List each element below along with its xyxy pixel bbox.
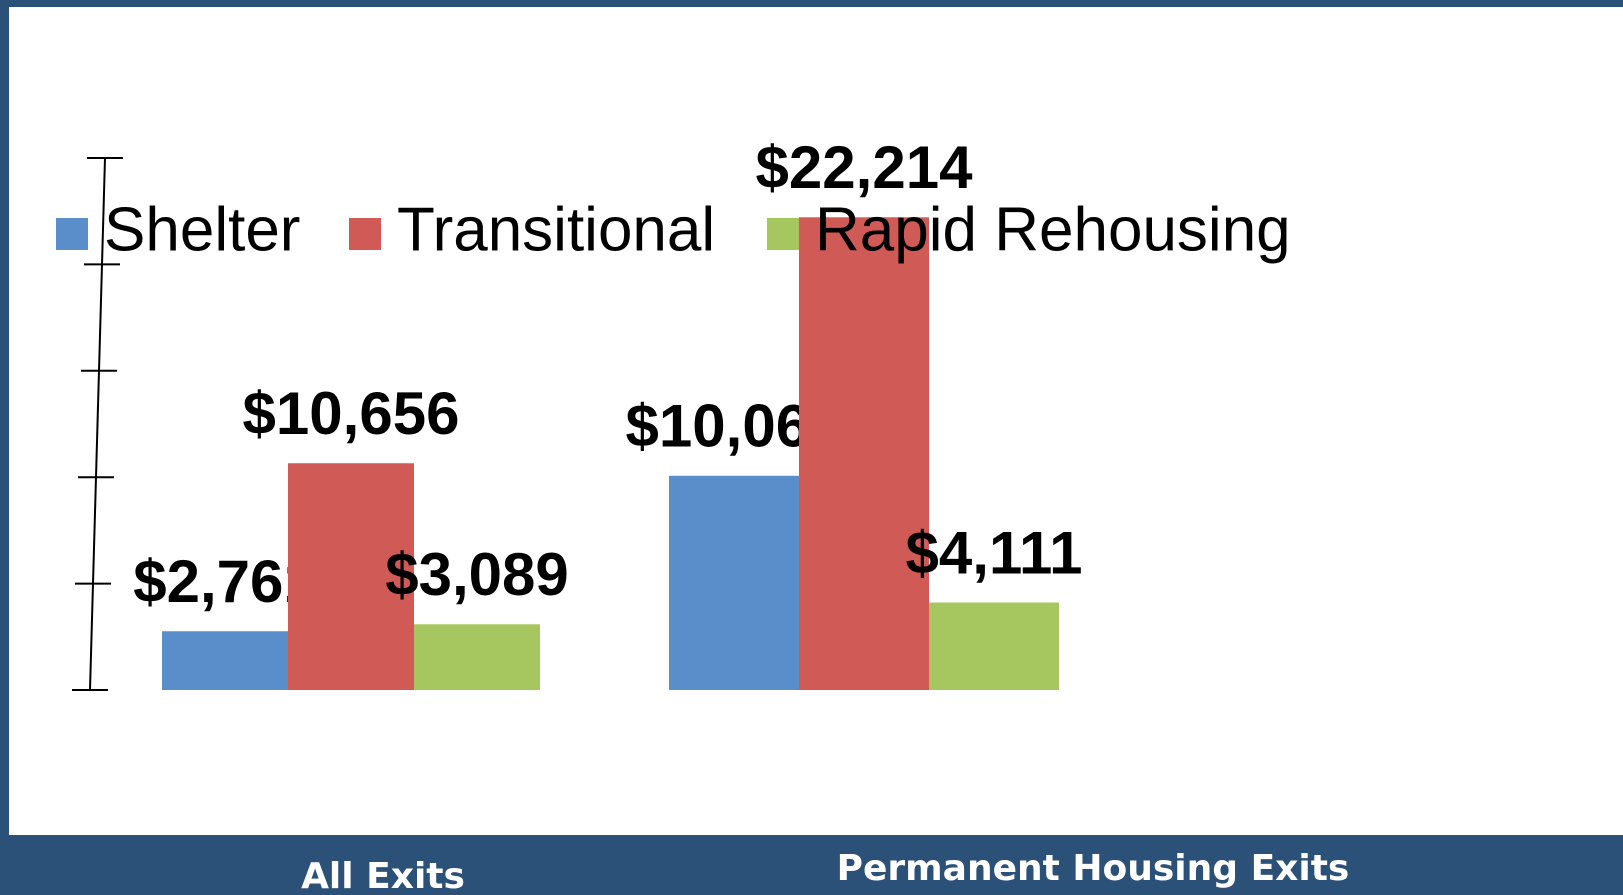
y-axis [89, 157, 106, 691]
legend-swatch [349, 218, 381, 250]
data-label: $4,111 [906, 519, 1083, 586]
data-label: $10,656 [243, 380, 460, 447]
bar [414, 624, 540, 690]
bar [162, 631, 288, 690]
data-label: $3,089 [385, 541, 569, 608]
bar [669, 475, 799, 690]
legend-label: Rapid Rehousing [815, 195, 1291, 264]
legend-label: Transitional [397, 195, 715, 264]
x-tick-label: All Exits [301, 856, 465, 895]
legend-swatch [767, 218, 799, 250]
bar [929, 602, 1059, 690]
data-label: $22,214 [756, 134, 974, 201]
bar [288, 463, 414, 690]
legend-swatch [56, 218, 88, 250]
x-tick-label: Permanent Housing Exits [837, 848, 1350, 889]
data-label: $2,761 [133, 548, 317, 615]
bar [799, 217, 929, 691]
legend-label: Shelter [104, 195, 300, 264]
